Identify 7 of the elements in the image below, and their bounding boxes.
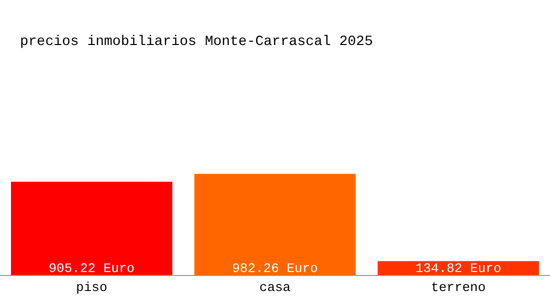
data-label: 982.26 Euro [232, 261, 318, 276]
x-tick-label: piso [76, 280, 108, 295]
data-label: 905.22 Euro [48, 261, 135, 276]
data-label: 134.82 Euro [415, 261, 502, 276]
chart-title: precios inmobiliarios Monte-Carrascal 2025 [20, 34, 373, 50]
x-tick-label: terreno [431, 280, 486, 295]
x-tick-label: casa [259, 280, 291, 295]
